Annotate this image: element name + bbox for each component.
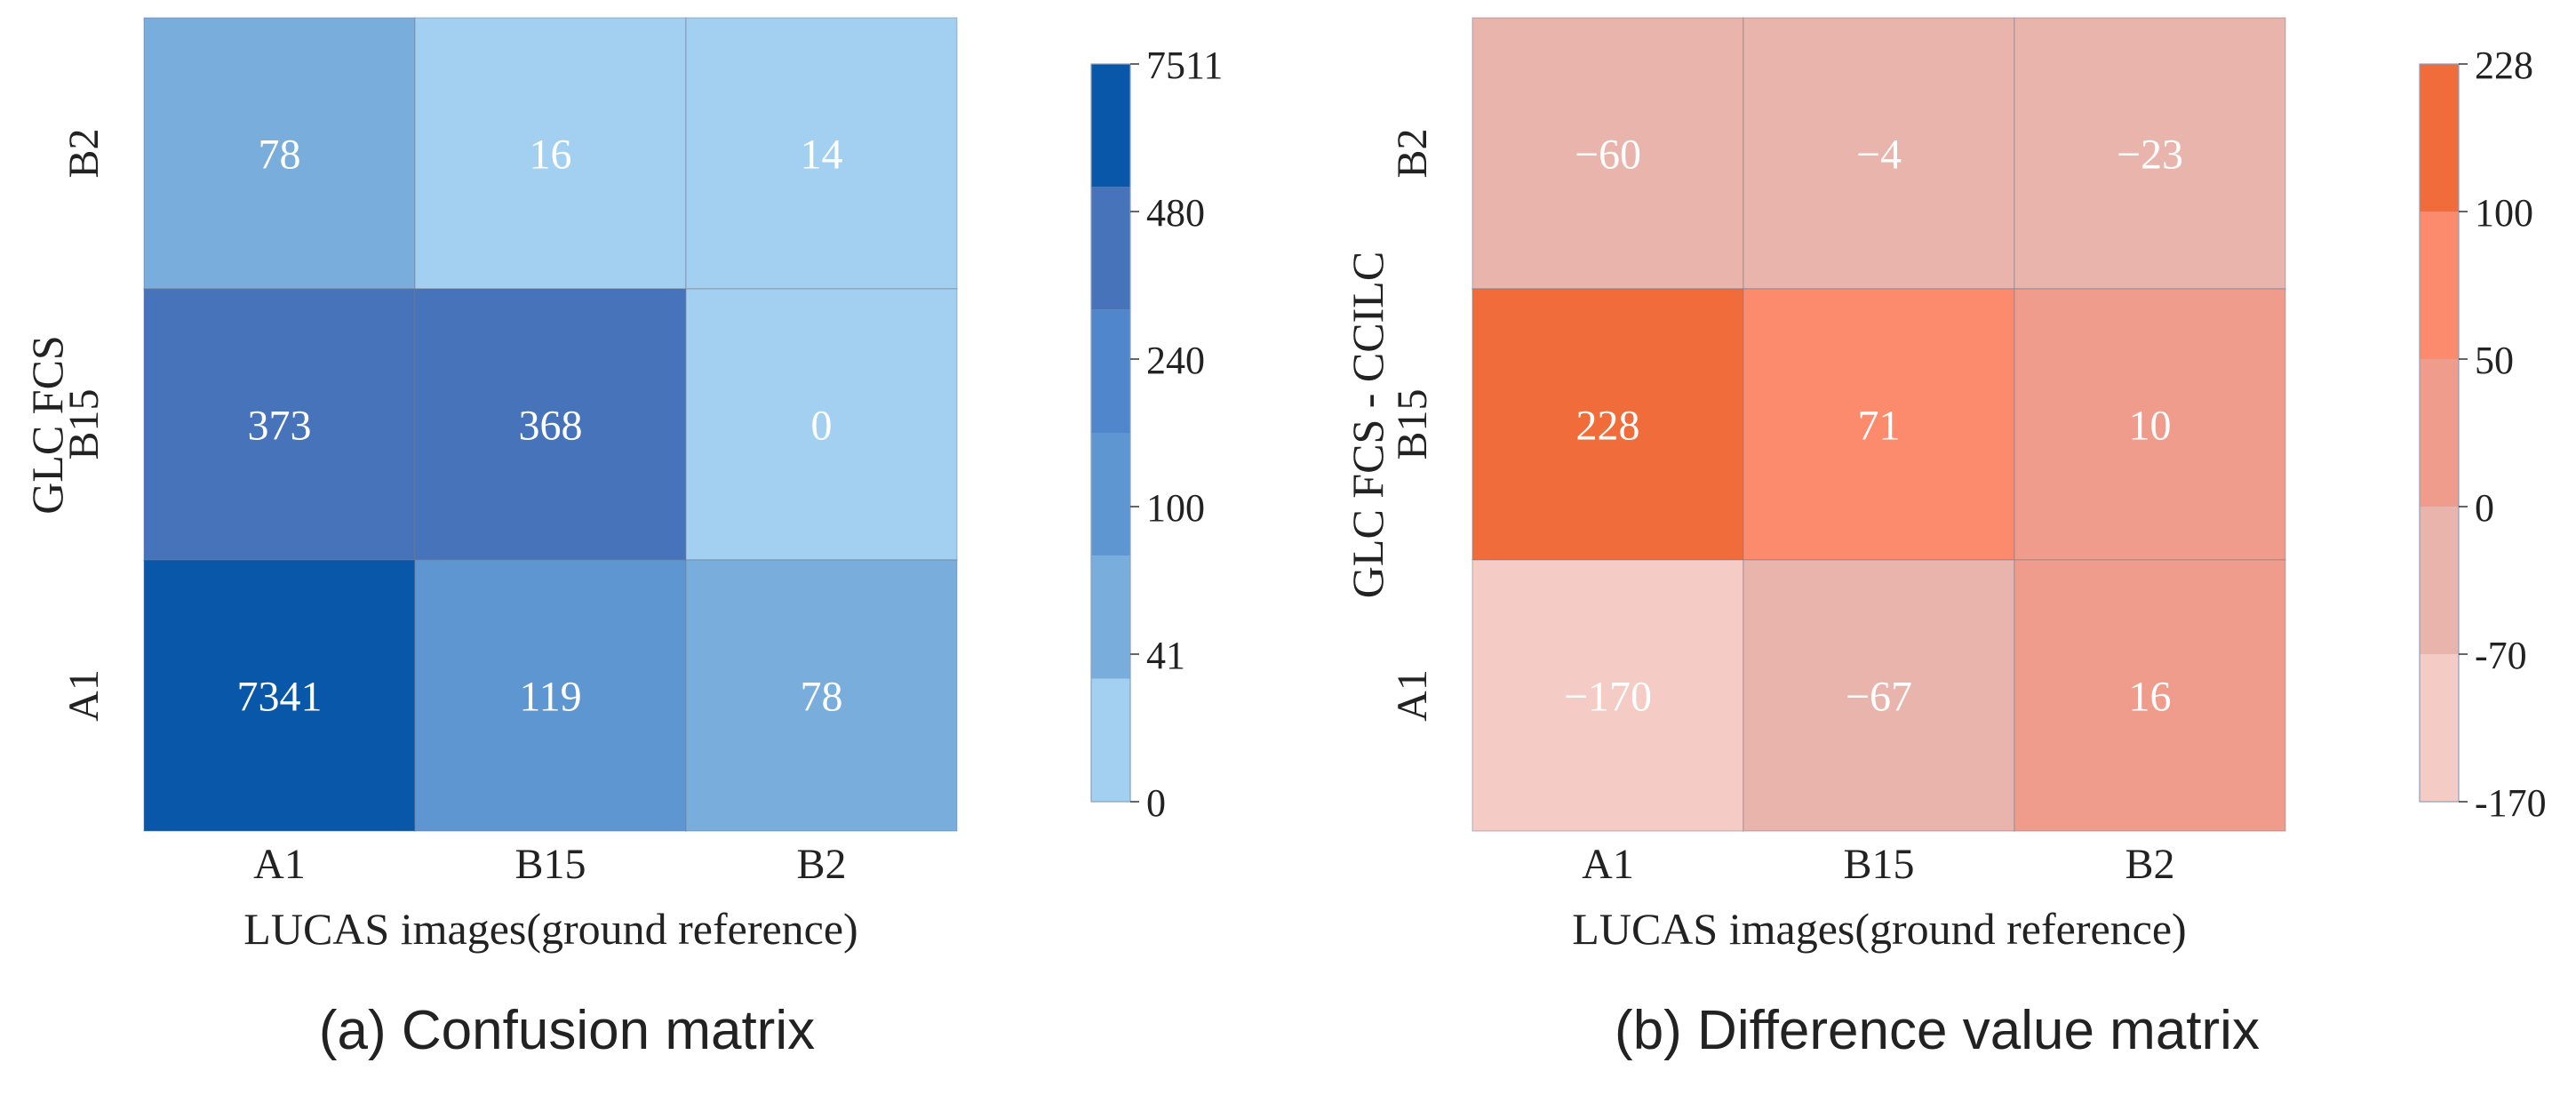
confusion-matrix-panel: 78 16 14 373 368 0 7341 119 78 A1 B15 B2 B2 B15 A1 LUCA… — [22, 17, 1223, 1061]
cell-value-label: 71 — [1858, 403, 1901, 450]
cell-value-label: 373 — [248, 403, 312, 450]
cell-value-label: 16 — [530, 132, 572, 179]
colorbar-frame — [2419, 63, 2460, 803]
heatmap-cell-b15-b2 — [685, 288, 958, 561]
colorbar-tick-label: 228 — [2475, 44, 2533, 87]
heatmap-cell-b15-a1 — [1471, 288, 1744, 561]
colorbar-tick-label: 100 — [2475, 191, 2533, 235]
x-tick-label-b2: B2 — [2125, 841, 2174, 888]
cell-value-label: 7341 — [237, 674, 323, 721]
heatmap-cell-b2-b15 — [1743, 17, 2015, 290]
heatmap-cell-a1-b15 — [414, 559, 687, 832]
colorbar-band — [1091, 187, 1130, 310]
colorbar-band — [1091, 678, 1130, 802]
colorbar-tick-label: 50 — [2475, 339, 2514, 382]
colorbar-tick-label: 0 — [2475, 486, 2494, 530]
heatmap-cell-b15-b15 — [414, 288, 687, 561]
x-tick-label-b15: B15 — [514, 841, 586, 888]
heatmap-cell-b2-a1 — [143, 17, 416, 290]
colorbar-band — [2420, 507, 2459, 654]
heatmap-cell-b15-a1 — [143, 288, 416, 561]
colorbar-tick-label: -170 — [2475, 781, 2547, 825]
y-tick-label-a1: A1 — [60, 669, 108, 722]
cell-value-label: 119 — [519, 674, 581, 721]
colorbar-tick-label: 480 — [1146, 191, 1205, 235]
colorbar-frame — [1090, 63, 1131, 803]
colorbar-tick-label: 7511 — [1146, 44, 1223, 87]
y-axis-label: GLC FCS — [22, 335, 72, 514]
difference-matrix-panel: −60 −4 −23 228 71 10 −170 −67 16 A1 B15 B2 B2 B15 A1 LU… — [1343, 17, 2547, 1061]
panel-caption: (a) Confusion matrix — [319, 1000, 815, 1061]
heatmap-cell-a1-b2 — [685, 559, 958, 832]
cell-value-label: 368 — [519, 403, 583, 450]
cell-value-label: 16 — [2129, 674, 2172, 721]
colorbar-band — [2420, 64, 2459, 212]
x-axis-label: LUCAS images(ground reference) — [243, 904, 857, 954]
cell-value-label: 10 — [2129, 403, 2172, 450]
colorbar-tick-label: 100 — [1146, 486, 1205, 530]
x-tick-label-b2: B2 — [796, 841, 846, 888]
y-axis-label: GLC FCS - CCILC — [1343, 252, 1392, 598]
heatmap-cell-b15-b2 — [2014, 288, 2286, 561]
colorbar-band — [1091, 433, 1130, 556]
panel-caption: (b) Difference value matrix — [1615, 1000, 2260, 1061]
colorbar-tick-label: 41 — [1146, 634, 1185, 677]
cell-value-label: −4 — [1856, 132, 1902, 179]
cell-value-label: 228 — [1576, 403, 1640, 450]
heatmap-cell-a1-a1 — [1471, 559, 1744, 832]
colorbar-tick-label: 240 — [1146, 339, 1205, 382]
heatmap-cell-a1-b2 — [2014, 559, 2286, 832]
colorbar-tick-label: 0 — [1146, 781, 1166, 825]
x-tick-label-b15: B15 — [1843, 841, 1914, 888]
cell-value-label: −60 — [1575, 132, 1641, 179]
y-tick-label-b15: B15 — [60, 388, 108, 460]
colorbar-band — [1091, 555, 1130, 679]
x-tick-label-a1: A1 — [253, 841, 306, 888]
colorbar-band — [1091, 64, 1130, 188]
cell-value-label: 78 — [259, 132, 301, 179]
x-axis-label: LUCAS images(ground reference) — [1572, 904, 2186, 954]
cell-value-label: 0 — [811, 403, 833, 450]
heatmap-cell-a1-b15 — [1743, 559, 2015, 832]
y-tick-label-a1: A1 — [1389, 669, 1436, 722]
heatmap-cell-b2-b2 — [2014, 17, 2286, 290]
cell-value-label: 78 — [801, 674, 843, 721]
colorbar-tick-label: -70 — [2475, 634, 2527, 677]
colorbar-band — [2420, 654, 2459, 802]
y-tick-label-b2: B2 — [1389, 128, 1436, 178]
cell-value-label: −67 — [1846, 674, 1912, 721]
cell-value-label: −23 — [2117, 132, 2183, 179]
cell-value-label: −170 — [1564, 674, 1652, 721]
colorbar-band — [2420, 212, 2459, 359]
y-tick-label-b15: B15 — [1389, 388, 1436, 460]
colorbar-band — [2420, 359, 2459, 507]
x-tick-label-a1: A1 — [1582, 841, 1634, 888]
cell-value-label: 14 — [801, 132, 843, 179]
heatmap-cell-b15-b15 — [1743, 288, 2015, 561]
y-tick-label-b2: B2 — [60, 128, 108, 178]
colorbar-band — [1091, 309, 1130, 433]
